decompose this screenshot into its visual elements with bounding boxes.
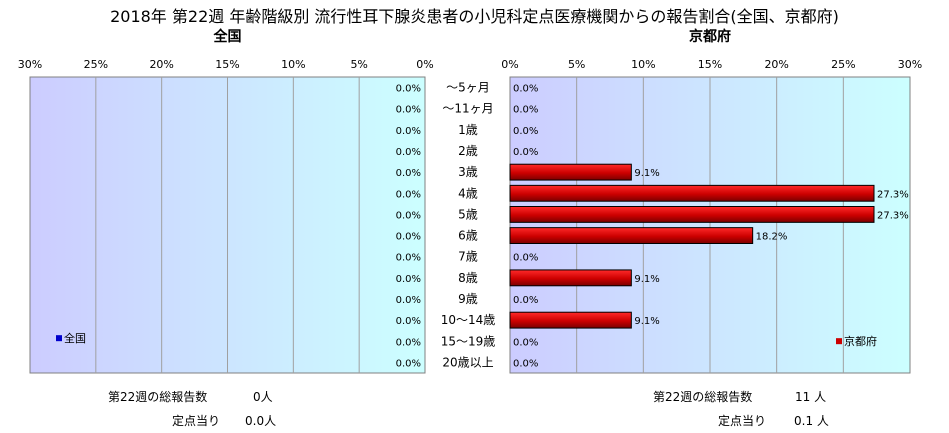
national-data-label: 0.0% xyxy=(396,316,421,327)
kyoto-data-label: 27.3% xyxy=(877,210,909,221)
kyoto-total-value: 11 人 xyxy=(795,390,827,404)
national-data-label: 0.0% xyxy=(396,84,421,95)
national-x-tick-label: 30% xyxy=(18,58,42,71)
category-label: 5歳 xyxy=(458,207,478,221)
national-x-tick-label: 25% xyxy=(84,58,108,71)
national-x-tick-label: 0% xyxy=(416,58,433,71)
kyoto-x-tick-label: 5% xyxy=(568,58,585,71)
kyoto-per-label: 定点当り xyxy=(718,414,767,428)
category-label: 6歳 xyxy=(458,229,478,243)
national-data-label: 0.0% xyxy=(396,358,421,369)
national-data-label: 0.0% xyxy=(396,189,421,200)
national-x-tick-label: 10% xyxy=(281,58,305,71)
national-legend-swatch xyxy=(56,335,62,342)
category-label: 4歳 xyxy=(458,186,478,200)
chart-title: 2018年 第22週 年齢階級別 流行性耳下腺炎患者の小児科定点医療機関からの報… xyxy=(110,7,839,26)
national-x-tick-label: 20% xyxy=(149,58,173,71)
national-x-tick-label: 15% xyxy=(215,58,239,71)
category-label: ～11ヶ月 xyxy=(442,102,493,116)
national-data-label: 0.0% xyxy=(396,210,421,221)
national-data-label: 0.0% xyxy=(396,168,421,179)
category-label: 20歳以上 xyxy=(442,355,493,369)
category-label: 10～14歳 xyxy=(441,313,496,327)
national-legend-label: 全国 xyxy=(64,331,86,345)
kyoto-bar xyxy=(509,269,632,287)
national-data-label: 0.0% xyxy=(396,295,421,306)
national-data-label: 0.0% xyxy=(396,147,421,158)
kyoto-bar xyxy=(509,163,632,181)
national-per-label: 定点当り xyxy=(172,414,221,428)
national-data-label: 0.0% xyxy=(396,126,421,137)
kyoto-x-tick-label: 20% xyxy=(764,58,788,71)
kyoto-legend-swatch xyxy=(836,338,842,345)
kyoto-panel-title: 京都府 xyxy=(689,29,731,45)
kyoto-data-label: 0.0% xyxy=(513,295,538,306)
kyoto-x-tick-label: 0% xyxy=(501,58,518,71)
kyoto-x-tick-label: 10% xyxy=(631,58,655,71)
kyoto-data-label: 9.1% xyxy=(634,316,659,327)
kyoto-per-value: 0.1 人 xyxy=(794,414,829,428)
category-label: 1歳 xyxy=(458,123,478,137)
kyoto-bar xyxy=(509,311,632,329)
national-data-label: 0.0% xyxy=(396,232,421,243)
kyoto-x-tick-label: 15% xyxy=(698,58,722,71)
national-total-value: 0人 xyxy=(253,390,273,404)
national-x-tick-label: 5% xyxy=(350,58,367,71)
kyoto-x-tick-label: 25% xyxy=(831,58,855,71)
national-total-label: 第22週の総報告数 xyxy=(108,390,208,404)
kyoto-data-label: 9.1% xyxy=(634,168,659,179)
kyoto-data-label: 27.3% xyxy=(877,189,909,200)
kyoto-legend-label: 京都府 xyxy=(844,334,877,348)
national-data-label: 0.0% xyxy=(396,253,421,264)
national-per-value: 0.0人 xyxy=(245,414,277,428)
kyoto-bar xyxy=(509,227,754,244)
national-data-label: 0.0% xyxy=(396,337,421,348)
category-label: 9歳 xyxy=(458,292,478,306)
kyoto-bar xyxy=(509,184,875,202)
kyoto-data-label: 0.0% xyxy=(513,105,538,116)
kyoto-data-label: 0.0% xyxy=(513,126,538,137)
kyoto-data-label: 0.0% xyxy=(513,147,538,158)
kyoto-data-label: 18.2% xyxy=(756,232,788,243)
national-data-label: 0.0% xyxy=(396,105,421,116)
kyoto-total-label: 第22週の総報告数 xyxy=(653,390,753,404)
national-panel-title: 全国 xyxy=(213,29,242,45)
category-label: 3歳 xyxy=(458,165,478,179)
national-data-label: 0.0% xyxy=(396,274,421,285)
category-label: 8歳 xyxy=(458,271,478,285)
kyoto-data-label: 9.1% xyxy=(634,274,659,285)
kyoto-data-label: 0.0% xyxy=(513,337,538,348)
category-label: 2歳 xyxy=(458,144,478,158)
category-label: 7歳 xyxy=(458,250,478,264)
category-label: 15～19歳 xyxy=(441,334,496,348)
kyoto-bar xyxy=(509,206,875,223)
kyoto-data-label: 0.0% xyxy=(513,84,538,95)
kyoto-data-label: 0.0% xyxy=(513,253,538,264)
category-label: ～5ヶ月 xyxy=(446,81,490,95)
kyoto-data-label: 0.0% xyxy=(513,358,538,369)
kyoto-x-tick-label: 30% xyxy=(898,58,922,71)
